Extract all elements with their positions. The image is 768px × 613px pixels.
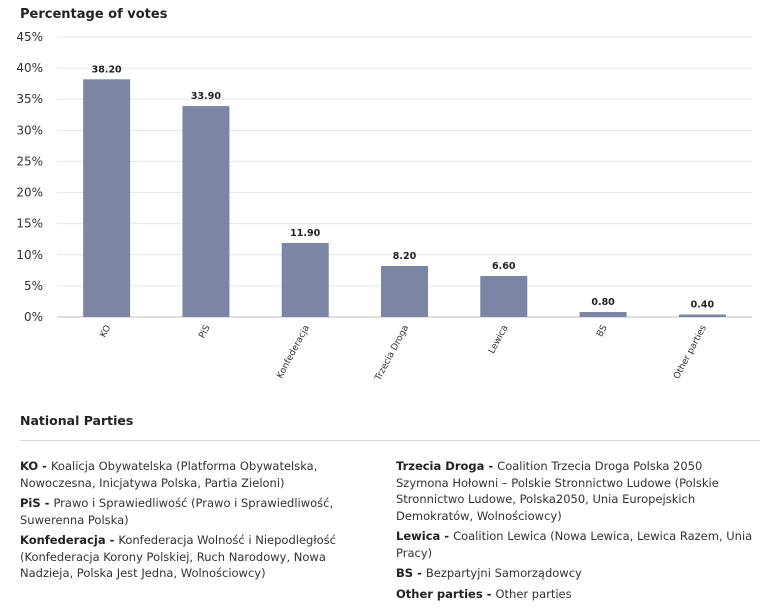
x-tick-label: Lewica — [487, 324, 510, 356]
legend-separator: - — [40, 496, 54, 510]
legend-party-description: Other parties — [495, 586, 572, 601]
bar-value-label: 0.40 — [691, 300, 715, 311]
legend-party-description: Konfederacja Wolność i Niepodległość (Ko… — [20, 533, 336, 580]
legend-title: National Parties — [20, 413, 134, 428]
x-tick-label: Trzecia Droga — [373, 324, 411, 384]
legend-party-abbr: KO — [20, 459, 39, 473]
bar-value-label: 6.60 — [492, 261, 516, 272]
bar-value-label: 11.90 — [290, 228, 320, 239]
legend-entry: Lewica - Coalition Lewica (Nowa Lewica, … — [396, 528, 756, 561]
bar-value-label: 38.20 — [92, 64, 122, 75]
legend-separator: - — [105, 533, 119, 547]
y-tick-label: 15% — [16, 217, 43, 231]
legend-party-description: Prawo i Sprawiedliwość (Prawo i Sprawied… — [20, 496, 334, 527]
legend-party-description: Koalicja Obywatelska (Platforma Obywatel… — [20, 459, 318, 490]
legend-party-abbr: Lewica — [396, 529, 441, 543]
legend-separator: - — [38, 459, 51, 473]
legend-party-abbr: Other parties — [396, 586, 483, 601]
legend-entry: Konfederacja - Konfederacja Wolność i Ni… — [20, 532, 370, 582]
legend-party-description: Bezpartyjni Samorządowcy — [425, 566, 582, 580]
bar-value-label: 0.80 — [591, 297, 615, 308]
bar-chart: 0% 5% 10% 15% 20% 25% 30% 35% 40% 45% 38.20 33.90 1… — [16, 30, 752, 383]
y-tick-label: 40% — [16, 61, 43, 75]
legend-column-left: KO - Koalicja Obywatelska (Platforma Oby… — [20, 458, 370, 586]
x-tick-label: KO — [99, 324, 114, 340]
x-tick-label: PiS — [197, 323, 212, 340]
bar-value-label: 33.90 — [191, 91, 221, 102]
x-tick-label: BS — [595, 323, 609, 338]
y-tick-label: 25% — [16, 154, 43, 168]
bar — [579, 312, 627, 317]
y-tick-label: 20% — [16, 186, 43, 200]
bars — [83, 79, 726, 317]
bar — [83, 79, 131, 317]
legend-party-abbr: Trzecia Droga — [396, 459, 485, 473]
bar — [678, 314, 726, 317]
legend-entry: PiS - Prawo i Sprawiedliwość (Prawo i Sp… — [20, 495, 370, 528]
legend-entry: KO - Koalicja Obywatelska (Platforma Oby… — [20, 458, 370, 491]
legend-entry: Other parties - Other parties — [396, 586, 756, 603]
x-tick-label: Other parties — [672, 323, 709, 381]
legend-entry: Trzecia Droga - Coalition Trzecia Droga … — [396, 458, 756, 524]
bar — [480, 275, 528, 317]
legend-divider — [20, 440, 760, 441]
x-tick-label: Konfederacja — [275, 324, 311, 381]
legend-party-abbr: PiS — [20, 496, 41, 510]
bar — [381, 265, 428, 317]
y-tick-label: 30% — [16, 123, 43, 137]
value-labels: 38.20 33.90 11.90 8.20 6.60 0.80 0.40 — [92, 64, 715, 310]
legend-party-description: Coalition Trzecia Droga Polska 2050 Szym… — [396, 459, 719, 523]
legend-separator: - — [440, 529, 454, 543]
legend-party-description: Coalition Lewica (Nowa Lewica, Lewica Ra… — [396, 529, 753, 560]
y-tick-label: 0% — [24, 310, 43, 324]
x-axis-ticks: KO PiS Konfederacja Trzecia Droga Lewica BS Ot… — [99, 323, 710, 383]
bar — [281, 242, 329, 317]
bar-value-label: 8.20 — [393, 251, 417, 262]
y-tick-label: 45% — [16, 30, 43, 44]
chart-title: Percentage of votes — [20, 7, 168, 22]
legend-column-right: Trzecia Droga - Coalition Trzecia Droga … — [396, 458, 756, 606]
legend-party-abbr: Konfederacja — [20, 533, 106, 547]
legend-separator: - — [482, 586, 496, 601]
y-axis-ticks: 0% 5% 10% 15% 20% 25% 30% 35% 40% 45% — [16, 30, 43, 324]
legend-entry: BS - Bezpartyjni Samorządowcy — [396, 565, 756, 582]
y-tick-label: 5% — [24, 279, 43, 293]
bar — [182, 106, 230, 317]
legend-separator: - — [413, 566, 426, 580]
y-tick-label: 10% — [16, 248, 43, 262]
y-tick-label: 35% — [16, 92, 43, 106]
legend-separator: - — [484, 459, 498, 473]
legend-party-abbr: BS — [396, 566, 414, 580]
